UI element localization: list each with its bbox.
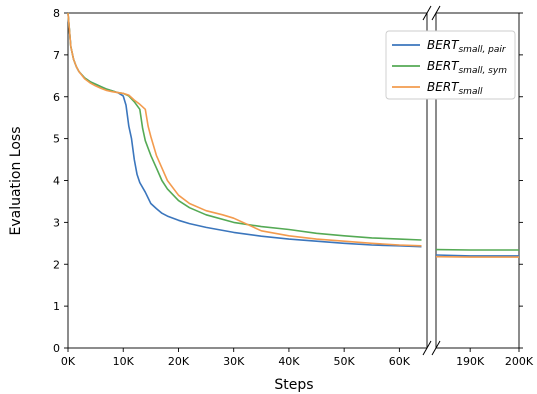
x-tick-label: 40K xyxy=(278,355,300,368)
legend-label-0: BERTsmall, pair xyxy=(427,38,507,55)
x-tick-label: 50K xyxy=(334,355,356,368)
legend-label-1: BERTsmall, sym xyxy=(427,59,507,76)
axis-ticks: 0 1 2 3 4 5 6 7 8 0K 10K 20K 30K 40K 50K 60K 190K 200K xyxy=(53,7,534,368)
x-tick-label: 10K xyxy=(113,355,135,368)
legend-label-main: BERT xyxy=(427,59,460,73)
left-axes-frame xyxy=(67,12,428,349)
x-tick-label: 30K xyxy=(223,355,245,368)
series-line-1-segment-0 xyxy=(67,12,422,241)
y-tick-label: 0 xyxy=(53,342,60,355)
series-lines xyxy=(67,12,519,258)
series-line-2-segment-0 xyxy=(67,12,422,247)
x-tick-label: 0K xyxy=(61,355,76,368)
axis-break-mark xyxy=(422,340,432,356)
y-tick-label: 6 xyxy=(53,91,60,104)
legend-label-subscript: small xyxy=(458,87,482,97)
y-tick-label: 8 xyxy=(53,7,60,20)
legend-label-subscript: small, sym xyxy=(458,66,507,76)
legend-label-2: BERTsmall xyxy=(427,80,483,97)
axis-break-mark xyxy=(431,340,441,356)
y-tick-label: 5 xyxy=(53,133,60,146)
series-line-0-segment-1 xyxy=(435,254,519,257)
y-tick-label: 4 xyxy=(53,175,60,188)
axis-break-mark xyxy=(431,5,441,21)
y-axis-title: Evaluation Loss xyxy=(8,126,24,235)
legend-box xyxy=(385,30,516,100)
legend-label-subscript: small, pair xyxy=(458,45,506,55)
x-axis-title: Steps xyxy=(274,377,313,393)
axis-break-mark xyxy=(422,5,432,21)
y-tick-label: 1 xyxy=(53,300,60,313)
x-tick-label: 200K xyxy=(505,355,534,368)
legend-label-main: BERT xyxy=(427,38,460,52)
x-tick-label: 190K xyxy=(456,355,485,368)
y-tick-label: 7 xyxy=(53,49,60,62)
x-tick-label: 60K xyxy=(389,355,411,368)
legend-label-main: BERT xyxy=(427,80,460,94)
series-line-0-segment-0 xyxy=(67,12,422,248)
y-tick-label: 3 xyxy=(53,216,60,229)
x-tick-label: 20K xyxy=(168,355,190,368)
y-tick-label: 2 xyxy=(53,258,60,271)
